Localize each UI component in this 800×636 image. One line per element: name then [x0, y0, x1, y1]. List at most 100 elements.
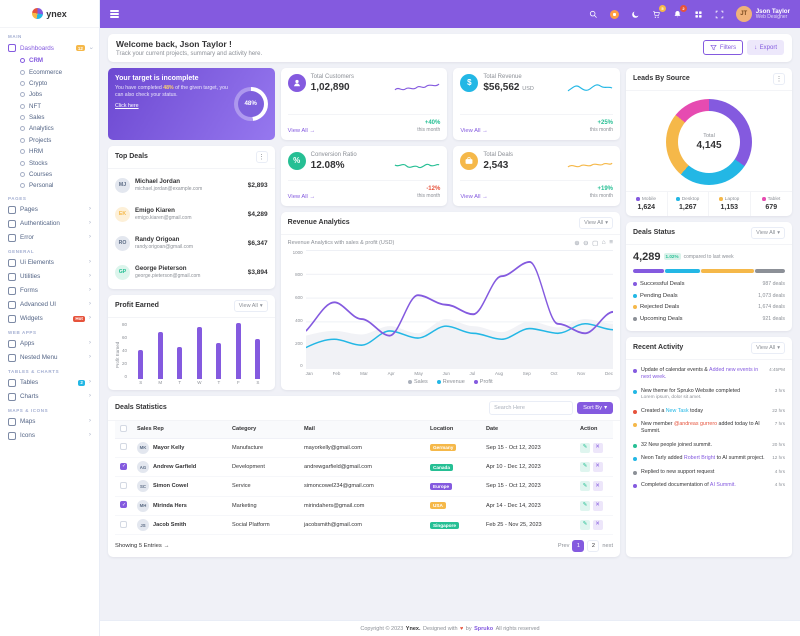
export-button[interactable]: ↓ Export [747, 40, 784, 56]
card-menu-button[interactable]: ⋮ [255, 150, 268, 163]
sidebar-item[interactable]: Icons › [0, 429, 99, 443]
shopping-cart-icon[interactable]: 5 [650, 5, 666, 21]
bar-column[interactable]: S [131, 322, 151, 387]
delete-icon[interactable]: ✕ [592, 520, 603, 531]
edit-icon[interactable]: ✎ [580, 481, 590, 492]
row-checkbox[interactable] [120, 443, 127, 451]
row-checkbox[interactable] [120, 501, 127, 509]
language-flag-icon[interactable] [608, 7, 622, 21]
reset-zoom-icon[interactable]: ⌂ [601, 238, 606, 246]
sidebar-item[interactable]: Advanced UI › [0, 298, 99, 312]
view-all-link[interactable]: View All → [287, 193, 316, 200]
activity-link[interactable]: @andreas gurrero [673, 421, 718, 428]
search-input[interactable] [489, 400, 574, 415]
activity-link[interactable]: New Task [665, 407, 689, 414]
row-checkbox[interactable] [120, 520, 127, 528]
bar-column[interactable]: W [190, 322, 210, 387]
top-deal-item[interactable]: RO Randy Origoan randy.origoan@gmail.com… [115, 235, 268, 251]
view-all-dropdown[interactable]: View All ▾ [579, 216, 613, 229]
sidebar-subitem[interactable]: Sales [0, 112, 99, 123]
delete-icon[interactable]: ✕ [592, 442, 603, 453]
page-button[interactable]: 1 [572, 540, 585, 553]
view-all-dropdown[interactable]: View All ▾ [751, 226, 785, 239]
sidebar-item[interactable]: Apps › [0, 337, 99, 351]
revenue-analytics-plot[interactable] [305, 249, 613, 369]
legend-item[interactable]: Sales [408, 379, 428, 385]
view-all-dropdown[interactable]: View All ▾ [233, 299, 268, 312]
bar-column[interactable]: T [209, 322, 229, 387]
edit-icon[interactable]: ✎ [580, 520, 590, 531]
bar-column[interactable]: F [229, 322, 249, 387]
top-deal-item[interactable]: EK Emigo Kiaren emigo.kiaren@gmail.com $… [115, 206, 268, 222]
profile-menu[interactable]: JT Json Taylor Web Designer [735, 6, 790, 22]
bar-column[interactable]: M [151, 322, 171, 387]
sidebar-item[interactable]: Maps › [0, 415, 99, 429]
table-row[interactable]: MK Mayor Kelly Manufacture mayorkelly@gma… [115, 438, 613, 458]
brand-logo[interactable]: ynex [0, 0, 99, 28]
legend-item[interactable]: Revenue [436, 379, 465, 385]
legend-item[interactable]: Profit [473, 379, 493, 385]
zoom-out-icon[interactable]: ⊖ [583, 239, 589, 247]
search-icon[interactable] [587, 7, 601, 21]
page-button[interactable]: 2 [587, 540, 600, 553]
click-here-link[interactable]: Click here [115, 103, 139, 110]
selection-icon[interactable]: ▢ [592, 239, 599, 247]
bar-column[interactable]: T [170, 322, 190, 387]
view-all-link[interactable]: View All → [287, 127, 316, 134]
delete-icon[interactable]: ✕ [592, 500, 603, 511]
sidebar-item[interactable]: Nested Menu › [0, 351, 99, 365]
apps-grid-icon[interactable] [692, 7, 706, 21]
sidebar-item[interactable]: Authentication › [0, 217, 99, 231]
sidebar-item[interactable]: Pages › [0, 203, 99, 217]
sidebar-item-dashboards[interactable]: Dashboards 12 › [0, 41, 99, 55]
top-deal-item[interactable]: GP George Pieterson george.pieterson@gma… [115, 264, 268, 280]
bar-column[interactable]: S [248, 322, 268, 387]
activity-link[interactable]: Robert Bright [683, 455, 716, 462]
sidebar-subitem[interactable]: Projects [0, 135, 99, 146]
select-all-checkbox[interactable] [120, 424, 127, 432]
activity-link[interactable]: Added new events in next week. [641, 367, 759, 381]
edit-icon[interactable]: ✎ [580, 442, 590, 453]
sidebar-item[interactable]: Tables 2 › [0, 376, 99, 390]
table-row[interactable]: SC Simon Cowel Service simoncowel234@gmai… [115, 476, 613, 497]
row-checkbox[interactable] [120, 481, 127, 489]
row-checkbox[interactable] [120, 462, 127, 470]
delete-icon[interactable]: ✕ [592, 481, 603, 492]
sidebar-subitem[interactable]: Jobs [0, 89, 99, 100]
fullscreen-icon[interactable] [713, 7, 727, 21]
spruko-link[interactable]: Spruko [474, 625, 494, 632]
sidebar-item[interactable]: Forms › [0, 284, 99, 298]
view-all-link[interactable]: View All → [460, 193, 488, 200]
zoom-in-icon[interactable]: ⊕ [574, 239, 580, 247]
sidebar-subitem[interactable]: Courses [0, 169, 99, 180]
sidebar-item[interactable]: Widgets Hot › [0, 312, 99, 326]
chart-menu-icon[interactable]: ≡ [609, 238, 613, 246]
leads-donut-chart[interactable]: Total 4,145 [666, 98, 752, 185]
next-page-button[interactable]: next [602, 543, 613, 550]
sidebar-subitem[interactable]: Ecommerce [0, 66, 99, 77]
sidebar-subitem[interactable]: Analytics [0, 123, 99, 134]
notifications-bell-icon[interactable]: 2 [671, 5, 687, 21]
edit-icon[interactable]: ✎ [580, 500, 590, 511]
dark-mode-moon-icon[interactable] [629, 7, 643, 21]
sidebar-item[interactable]: Error › [0, 231, 99, 245]
table-row[interactable]: JS Jacob Smith Social Platform jacobsmith… [115, 515, 613, 536]
sidebar-item[interactable]: Utilities › [0, 270, 99, 284]
hamburger-menu-icon[interactable] [110, 10, 119, 18]
sidebar-subitem[interactable]: Stocks [0, 157, 99, 168]
card-menu-button[interactable]: ⋮ [773, 72, 785, 85]
sort-by-button[interactable]: Sort By ▾ [577, 401, 613, 414]
delete-icon[interactable]: ✕ [592, 462, 603, 473]
top-deal-item[interactable]: MJ Michael Jordan michael.jordan@example… [115, 177, 268, 193]
filters-button[interactable]: Filters [703, 40, 744, 56]
sidebar-subitem[interactable]: HRM [0, 146, 99, 157]
activity-link[interactable]: AI Summit. [709, 482, 736, 489]
prev-page-button[interactable]: Prev [557, 543, 570, 550]
sidebar-subitem[interactable]: NFT [0, 101, 99, 112]
sidebar-subitem[interactable]: CRM [0, 55, 99, 66]
view-all-link[interactable]: View All → [460, 127, 488, 134]
sidebar-subitem[interactable]: Crypto [0, 78, 99, 89]
sidebar-item[interactable]: Charts › [0, 390, 99, 404]
view-all-dropdown[interactable]: View All ▾ [751, 341, 785, 354]
